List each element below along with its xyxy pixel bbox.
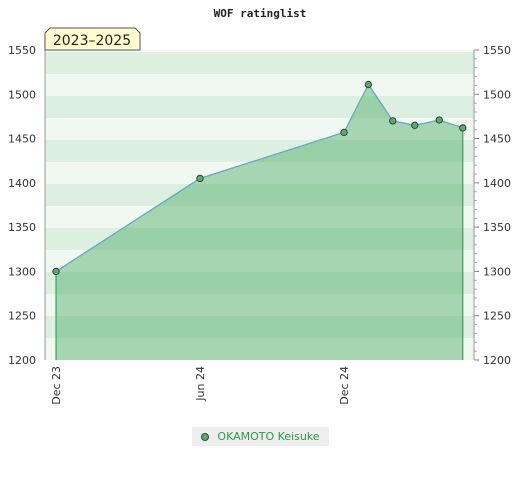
- grid-band: [45, 206, 474, 228]
- data-point: [389, 117, 397, 125]
- y-tick-label-left: 1400: [8, 177, 36, 190]
- y-tick-label-left: 1350: [8, 221, 36, 234]
- y-tick-label-left: 1500: [8, 88, 36, 101]
- data-point: [459, 124, 467, 132]
- y-tick-label-right: 1200: [483, 354, 511, 367]
- y-tick-label-left: 1300: [8, 265, 36, 278]
- y-tick-label-right: 1400: [483, 177, 511, 190]
- grid-band: [45, 272, 474, 294]
- chart-legend: OKAMOTO Keisuke: [192, 427, 329, 446]
- grid-band: [45, 96, 474, 118]
- y-tick-label-right: 1350: [483, 221, 511, 234]
- grid-band: [45, 294, 474, 316]
- grid-band: [45, 184, 474, 206]
- y-tick-label-left: 1450: [8, 133, 36, 146]
- date-range-badge: [44, 27, 141, 51]
- y-tick-label-left: 1550: [8, 44, 36, 57]
- grid-band: [45, 74, 474, 96]
- x-tick-label: Dec 23: [50, 366, 63, 405]
- chart-title: WOF ratinglist: [214, 7, 307, 20]
- data-point: [340, 128, 348, 137]
- legend-marker: [201, 432, 210, 441]
- grid-band: [45, 250, 474, 272]
- grid-band: [45, 316, 474, 338]
- data-point: [435, 116, 443, 124]
- grid-band: [45, 50, 474, 52]
- y-tick-label-right: 1300: [483, 265, 511, 278]
- x-tick-label: Dec 24: [338, 366, 351, 405]
- y-tick-label-left: 1250: [8, 310, 36, 323]
- date-range-label: 2023–2025: [53, 33, 131, 49]
- grid-band: [45, 140, 474, 162]
- data-point: [411, 121, 419, 129]
- y-tick-label-right: 1550: [483, 44, 511, 57]
- series-area: [56, 84, 463, 360]
- data-point: [364, 80, 373, 89]
- grid-band: [45, 162, 474, 184]
- grid-band: [45, 52, 474, 74]
- data-point: [52, 267, 60, 276]
- y-tick-label-left: 1200: [8, 354, 36, 367]
- grid-band: [45, 118, 474, 140]
- y-tick-label-right: 1500: [483, 88, 511, 101]
- data-point: [196, 174, 204, 183]
- y-tick-label-right: 1250: [483, 310, 511, 323]
- grid-band: [45, 228, 474, 250]
- legend-label: OKAMOTO Keisuke: [217, 430, 320, 443]
- series-line: [55, 83, 464, 272]
- x-tick-label: Jun 24: [194, 366, 207, 402]
- grid-band: [45, 338, 474, 360]
- y-tick-label-right: 1450: [483, 133, 511, 146]
